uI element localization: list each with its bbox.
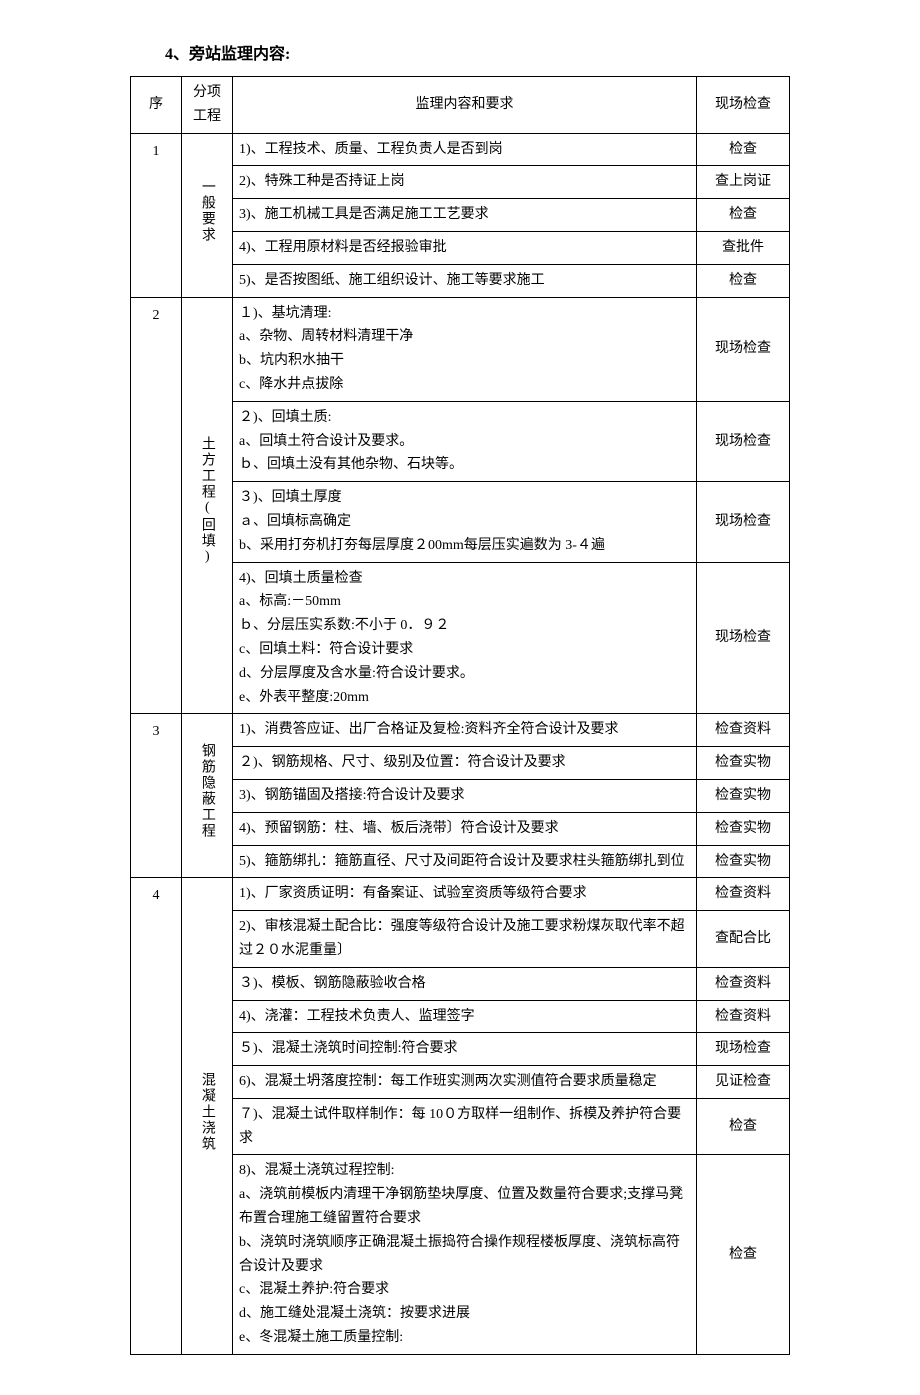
content-cell: ２)、钢筋规格、尺寸、级别及位置：符合设计及要求 bbox=[233, 747, 697, 780]
check-cell: 检查 bbox=[697, 133, 790, 166]
content-cell: ７)、混凝土试件取样制作：每 10０方取样一组制作、拆模及养护符合要求 bbox=[233, 1098, 697, 1155]
seq-cell: 1 bbox=[131, 133, 182, 297]
table-header-row: 序 分项 工程 监理内容和要求 现场检查 bbox=[131, 77, 790, 134]
content-cell: ３)、回填土厚度 ａ、回填标高确定 b、采用打夯机打夯每层厚度２00mm每层压实… bbox=[233, 482, 697, 562]
content-cell: 6)、混凝土坍落度控制：每工作班实测两次实测值符合要求质量稳定 bbox=[233, 1066, 697, 1099]
content-cell: 4)、浇灌：工程技术负责人、监理签字 bbox=[233, 1000, 697, 1033]
category-label: 钢筋隐蔽工程 bbox=[195, 743, 219, 839]
check-cell: 检查资料 bbox=[697, 878, 790, 911]
content-cell: 3)、钢筋锚固及搭接:符合设计及要求 bbox=[233, 779, 697, 812]
content-cell: 5)、箍筋绑扎：箍筋直径、尺寸及间距符合设计及要求柱头箍筋绑扎到位 bbox=[233, 845, 697, 878]
check-cell: 检查实物 bbox=[697, 845, 790, 878]
check-cell: 检查资料 bbox=[697, 967, 790, 1000]
content-cell: 2)、特殊工种是否持证上岗 bbox=[233, 166, 697, 199]
check-cell: 查配合比 bbox=[697, 911, 790, 968]
check-cell: 查批件 bbox=[697, 231, 790, 264]
category-cell: 钢筋隐蔽工程 bbox=[182, 714, 233, 878]
content-cell: ３)、模板、钢筋隐蔽验收合格 bbox=[233, 967, 697, 1000]
check-cell: 查上岗证 bbox=[697, 166, 790, 199]
content-cell: 4)、回填土质量检查 a、标高:－50mm ｂ、分层压实系数:不小于 0．９２ … bbox=[233, 562, 697, 714]
check-cell: 检查资料 bbox=[697, 714, 790, 747]
check-cell: 检查实物 bbox=[697, 779, 790, 812]
check-cell: 检查 bbox=[697, 1155, 790, 1354]
content-cell: ２)、回填土质: a、回填土符合设计及要求。 ｂ、回填土没有其他杂物、石块等。 bbox=[233, 401, 697, 481]
seq-cell: 4 bbox=[131, 878, 182, 1355]
content-cell: 1)、消费答应证、出厂合格证及复检:资料齐全符合设计及要求 bbox=[233, 714, 697, 747]
content-cell: １)、基坑清理: a、杂物、周转材料清理干净 b、坑内积水抽干 c、降水井点拔除 bbox=[233, 297, 697, 401]
content-cell: 1)、工程技术、质量、工程负责人是否到岗 bbox=[233, 133, 697, 166]
header-category: 分项 工程 bbox=[182, 77, 233, 134]
check-cell: 检查 bbox=[697, 199, 790, 232]
content-cell: 4)、预留钢筋：柱、墙、板后浇带〕符合设计及要求 bbox=[233, 812, 697, 845]
check-cell: 检查 bbox=[697, 1098, 790, 1155]
check-cell: 检查实物 bbox=[697, 747, 790, 780]
check-cell: 现场检查 bbox=[697, 1033, 790, 1066]
check-cell: 检查 bbox=[697, 264, 790, 297]
header-content: 监理内容和要求 bbox=[233, 77, 697, 134]
content-cell: 3)、施工机械工具是否满足施工工艺要求 bbox=[233, 199, 697, 232]
check-cell: 现场检查 bbox=[697, 482, 790, 562]
category-cell: 混凝土浇筑 bbox=[182, 878, 233, 1355]
supervision-table: 序 分项 工程 监理内容和要求 现场检查 1一般要求1)、工程技术、质量、工程负… bbox=[130, 76, 790, 1355]
check-cell: 见证检查 bbox=[697, 1066, 790, 1099]
check-cell: 检查实物 bbox=[697, 812, 790, 845]
category-label: 一般要求 bbox=[195, 179, 219, 243]
header-seq: 序 bbox=[131, 77, 182, 134]
seq-cell: 3 bbox=[131, 714, 182, 878]
table-row: 2土方工程(回填)１)、基坑清理: a、杂物、周转材料清理干净 b、坑内积水抽干… bbox=[131, 297, 790, 401]
category-cell: 一般要求 bbox=[182, 133, 233, 297]
category-label: 混凝土浇筑 bbox=[195, 1072, 219, 1152]
table-row: 4混凝土浇筑1)、厂家资质证明：有备案证、试验室资质等级符合要求检查资料 bbox=[131, 878, 790, 911]
content-cell: 4)、工程用原材料是否经报验审批 bbox=[233, 231, 697, 264]
category-cell: 土方工程(回填) bbox=[182, 297, 233, 714]
header-check: 现场检查 bbox=[697, 77, 790, 134]
check-cell: 现场检查 bbox=[697, 297, 790, 401]
check-cell: 检查资料 bbox=[697, 1000, 790, 1033]
content-cell: 2)、审核混凝土配合比：强度等级符合设计及施工要求粉煤灰取代率不超过２０水泥重量… bbox=[233, 911, 697, 968]
content-cell: 5)、是否按图纸、施工组织设计、施工等要求施工 bbox=[233, 264, 697, 297]
seq-cell: 2 bbox=[131, 297, 182, 714]
category-label: 土方工程(回填) bbox=[195, 436, 219, 566]
table-row: 3钢筋隐蔽工程1)、消费答应证、出厂合格证及复检:资料齐全符合设计及要求检查资料 bbox=[131, 714, 790, 747]
table-row: 1一般要求1)、工程技术、质量、工程负责人是否到岗检查 bbox=[131, 133, 790, 166]
content-cell: ５)、混凝土浇筑时间控制:符合要求 bbox=[233, 1033, 697, 1066]
content-cell: 8)、混凝土浇筑过程控制: a、浇筑前模板内清理干净钢筋垫块厚度、位置及数量符合… bbox=[233, 1155, 697, 1354]
check-cell: 现场检查 bbox=[697, 562, 790, 714]
check-cell: 现场检查 bbox=[697, 401, 790, 481]
content-cell: 1)、厂家资质证明：有备案证、试验室资质等级符合要求 bbox=[233, 878, 697, 911]
page-title: 4、旁站监理内容: bbox=[165, 40, 790, 64]
